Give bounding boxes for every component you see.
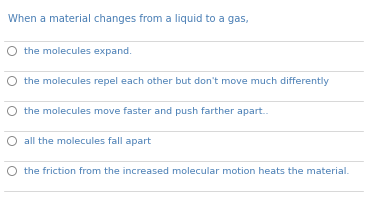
Text: When a material changes from a liquid to a gas,: When a material changes from a liquid to…	[8, 14, 249, 24]
Text: the molecules repel each other but don't move much differently: the molecules repel each other but don't…	[24, 77, 329, 86]
Text: all the molecules fall apart: all the molecules fall apart	[24, 137, 151, 146]
Text: the molecules expand.: the molecules expand.	[24, 47, 132, 56]
Text: the molecules move faster and push farther apart..: the molecules move faster and push farth…	[24, 107, 269, 116]
Text: the friction from the increased molecular motion heats the material.: the friction from the increased molecula…	[24, 167, 349, 176]
